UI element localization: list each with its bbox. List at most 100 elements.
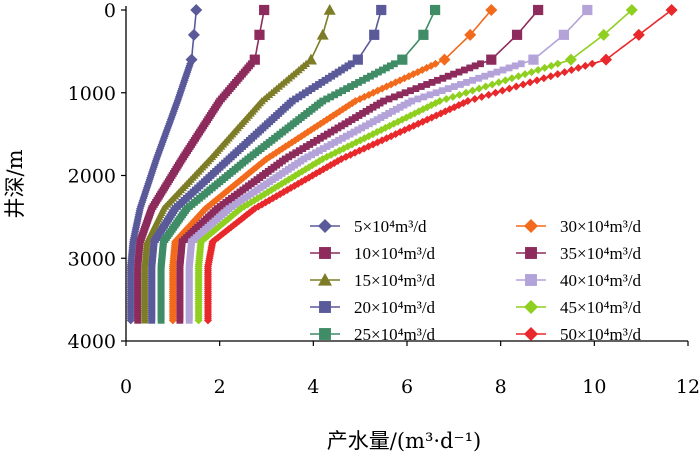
data-point — [366, 105, 373, 113]
series-9 — [194, 4, 638, 325]
legend-item: 40×10⁴m³/d — [516, 271, 642, 290]
data-point — [348, 116, 356, 124]
data-point — [385, 121, 394, 130]
data-point — [327, 141, 335, 148]
data-point — [418, 29, 429, 40]
data-point — [553, 59, 562, 68]
data-point — [203, 316, 212, 325]
legend-marker — [524, 219, 538, 233]
series-6 — [168, 4, 498, 325]
data-point — [194, 316, 203, 325]
data-point — [505, 64, 513, 72]
data-point — [316, 134, 324, 142]
data-point — [385, 95, 393, 103]
data-point — [412, 85, 420, 93]
data-point — [426, 91, 434, 99]
data-point — [477, 60, 484, 68]
data-point — [362, 107, 370, 115]
data-point — [168, 316, 177, 325]
data-point — [380, 97, 387, 105]
data-point — [351, 81, 358, 88]
data-point — [359, 110, 366, 117]
data-point — [400, 101, 408, 109]
legend-item: 50×10⁴m³/d — [516, 325, 642, 344]
data-point — [430, 4, 441, 16]
data-point — [460, 66, 468, 74]
data-point — [339, 134, 346, 142]
data-point — [323, 130, 331, 138]
legend-marker — [318, 273, 332, 286]
legend-marker — [319, 247, 331, 259]
data-point — [316, 28, 329, 40]
data-point — [371, 70, 378, 78]
legend-label: 50×10⁴m³/d — [560, 325, 642, 344]
data-point — [187, 28, 200, 41]
data-point — [420, 93, 428, 101]
data-point — [259, 4, 270, 16]
y-tick-label: 2000 — [68, 166, 116, 188]
data-point — [494, 78, 503, 87]
data-point — [335, 89, 343, 97]
legend-marker — [318, 219, 332, 233]
data-point — [385, 110, 393, 117]
data-point — [567, 65, 576, 74]
data-point — [442, 94, 451, 103]
data-point — [338, 122, 345, 130]
data-point — [390, 60, 398, 68]
data-point — [471, 62, 479, 70]
data-point — [392, 105, 400, 113]
legend-label: 25×10⁴m³/d — [354, 325, 436, 344]
data-point — [450, 83, 458, 90]
legend-item: 15×10⁴m³/d — [310, 271, 436, 290]
data-point — [481, 72, 489, 80]
data-point — [309, 139, 317, 146]
data-point — [625, 4, 638, 16]
data-point — [140, 316, 149, 324]
data-point — [190, 4, 203, 16]
data-point — [345, 118, 352, 126]
data-point — [335, 136, 342, 144]
data-point — [444, 72, 452, 80]
data-point — [519, 80, 528, 89]
y-tick-label: 1000 — [68, 83, 116, 105]
data-point — [157, 316, 165, 324]
data-point — [350, 128, 358, 136]
data-point — [352, 114, 359, 121]
data-point — [389, 107, 396, 115]
x-tick-label: 10 — [582, 376, 606, 398]
data-point — [564, 53, 577, 66]
y-tick-label: 0 — [104, 0, 116, 22]
data-point — [373, 101, 380, 109]
x-tick-label: 6 — [401, 376, 413, 398]
data-point — [597, 28, 610, 41]
data-point — [126, 316, 135, 325]
series-5 — [157, 4, 441, 324]
data-point — [665, 4, 678, 16]
data-point — [414, 95, 422, 103]
data-point — [485, 4, 498, 16]
y-tick-label: 4000 — [68, 331, 116, 353]
data-point — [512, 82, 521, 91]
data-point — [455, 68, 463, 76]
data-point — [481, 82, 490, 91]
data-point — [313, 136, 321, 144]
data-point — [320, 132, 328, 140]
data-point — [134, 316, 142, 324]
data-point — [581, 61, 590, 70]
x-tick-label: 12 — [676, 376, 700, 398]
data-point — [315, 147, 323, 155]
series-4 — [148, 4, 387, 324]
data-point — [632, 28, 645, 41]
data-point — [404, 99, 412, 107]
legend-marker — [525, 247, 537, 259]
data-point — [532, 76, 541, 85]
legend-item: 20×10⁴m³/d — [310, 298, 436, 317]
data-point — [507, 74, 516, 83]
data-point — [362, 122, 369, 130]
data-point — [408, 97, 416, 105]
data-point — [292, 149, 300, 157]
data-point — [176, 316, 184, 324]
data-point — [511, 29, 523, 40]
data-point — [339, 87, 347, 95]
